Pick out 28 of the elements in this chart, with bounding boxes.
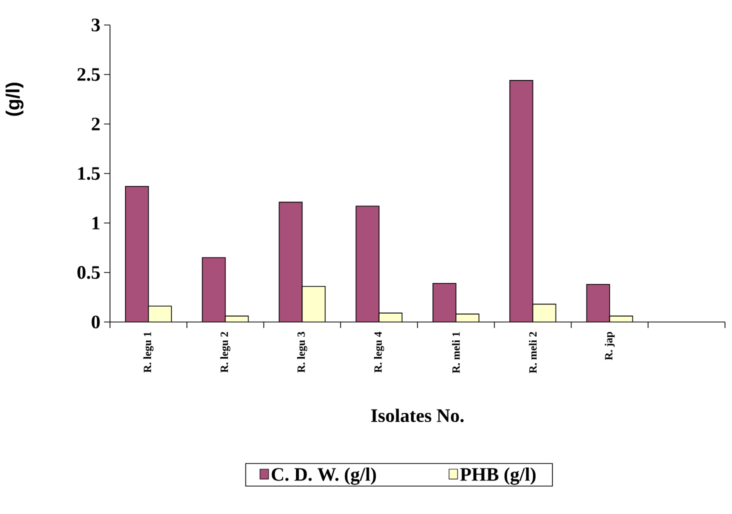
bar (356, 206, 380, 322)
legend-label: PHB (g/l) (460, 467, 536, 485)
x-tick-label: R. legu 3 (297, 332, 308, 373)
y-tick-label: 2.5 (78, 68, 100, 81)
x-tick-label: R. meli 2 (528, 332, 537, 374)
bar (532, 304, 556, 322)
x-tick-label: R. legu 4 (374, 332, 384, 373)
bar (586, 284, 610, 322)
x-tick-label: R. jap (604, 332, 615, 360)
bar (279, 202, 302, 322)
x-tick-label: R. legu 2 (220, 332, 230, 373)
bar (510, 80, 533, 322)
x-tick-label: R. meli 1 (452, 332, 460, 374)
y-tick-label: 1.5 (78, 167, 100, 180)
bar (148, 306, 172, 322)
y-tick-label: 3 (92, 18, 100, 32)
bar (125, 186, 148, 322)
y-axis-title: (g/l) (6, 82, 24, 116)
x-axis-title: Isolates No. (371, 408, 464, 422)
bar (432, 283, 456, 322)
bar (202, 258, 226, 322)
bar (302, 286, 326, 322)
y-tick-label: 2 (92, 118, 100, 130)
x-tick-label: R. legu 1 (143, 332, 154, 373)
y-tick-label: 0.5 (77, 266, 100, 279)
y-tick-label: 1 (92, 216, 100, 230)
legend-label: C. D. W. (g/l) (272, 467, 376, 485)
y-tick-label: 0 (92, 316, 100, 328)
